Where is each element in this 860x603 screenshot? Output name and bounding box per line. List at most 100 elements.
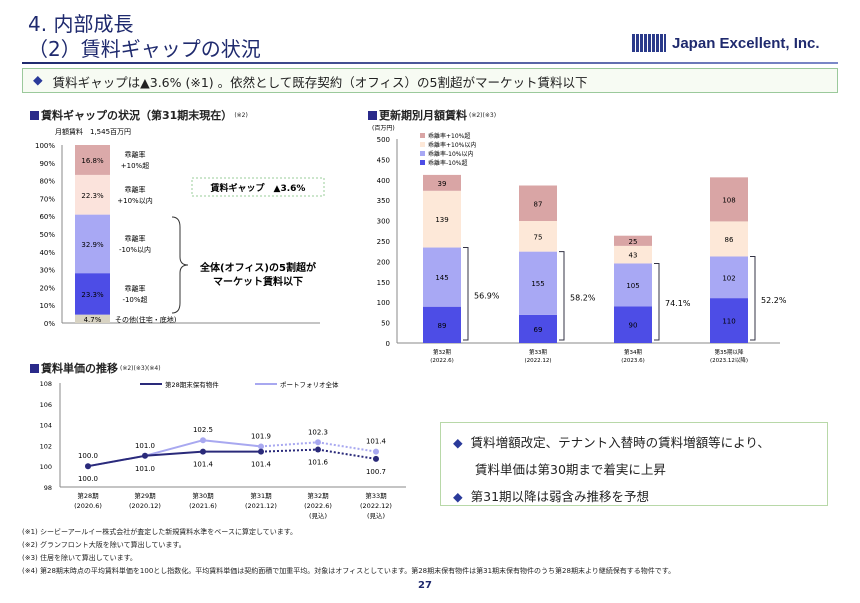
data-label: 101.0 [135,465,155,473]
x-tick-label: (2022.6) [304,502,332,510]
data-point [258,443,264,450]
legend-label: 乖離率+10%超 [428,132,470,140]
bar-segment [75,214,110,274]
gap-label: 賃料ギャップ ▲3.6% [210,182,306,194]
bar-segment [519,185,557,222]
segment-value-label: 16.8% [81,157,104,165]
brace-label-1: 全体(オフィス)の5割超が [199,261,317,274]
bar-segment [710,177,748,222]
footnotes: (※1) シービーアールイー株式会社が査定した新規賃料水準をベースに算定していま… [22,526,675,578]
summary-banner: ◆ 賃料ギャップは▲3.6% (※1) 。依然として既存契約（オフィス）の5割超が… [22,68,838,93]
segment-value-label: 4.7% [84,316,102,324]
y-tick-label: 400 [377,177,390,185]
y-tick-label: 0 [386,340,390,348]
bar-segment [519,251,557,315]
monthly-rent-label: 月額賃料 1,545百万円 [55,127,131,136]
legend-swatch [420,133,425,138]
y-tick-label: 150 [377,279,390,287]
page-number: 27 [418,580,432,591]
series-line [144,439,204,457]
renewal-rent-chart: (百万円) 0 50 100 150 200 250 300 350 400 450 500 乖離率+… [372,125,787,364]
legend-label: 第28期末保有物件 [165,380,219,389]
bar-segment [710,298,748,343]
segment-name-label: -10%超 [122,295,147,304]
bar-segment [75,145,110,175]
bar-value-label: 75 [534,233,543,241]
segment-name-label: +10%超 [121,161,149,170]
square-bullet-icon [30,363,39,373]
unit-label: (百万円) [372,125,395,132]
bar-segment [710,256,748,299]
logo-mark-icon [632,34,666,52]
data-label: 102.3 [308,428,328,436]
data-point [258,448,264,455]
left-chart-heading: 賃料ギャップの状況（第31期末現在） (※2) [30,107,248,123]
x-tick-label: 第34期 [624,348,642,356]
data-label: 101.4 [251,461,272,469]
legend-swatch [420,142,425,147]
y-tick-label: 108 [40,380,52,388]
data-label: 101.9 [251,432,271,440]
segment-name-label: 乖離率 [125,185,146,194]
rent-gap-chart: 月額賃料 1,545百万円 賃料ギャップ ▲3.6% 全体(オフィス)の5割超が… [35,127,325,328]
segment-name-label: 乖離率 [125,150,146,159]
data-label: 100.7 [366,468,386,476]
data-point [85,463,91,470]
bar-value-label: 90 [629,322,638,330]
bar-segment [614,263,652,307]
y-tick-label: 100 [40,463,52,471]
square-bullet-icon [30,110,39,120]
bar-value-label: 110 [722,318,735,326]
series-line [317,448,377,460]
x-tick-label: 第32期 [433,348,451,356]
series-line [260,448,319,453]
x-tick-label: (2023.12以降) [710,356,748,364]
bar-value-label: 139 [435,216,448,224]
segment-value-label: 32.9% [81,241,104,249]
footnote: (※2) グランフロント大阪を除いて算出しています。 [22,541,186,549]
bar-value-label: 69 [534,326,543,334]
series-line [317,441,377,453]
y-tick-label: 30% [39,267,55,275]
bar-segment [75,174,110,215]
y-tick-label: 0% [44,320,55,328]
brace [171,216,189,314]
bar-segment [614,306,652,343]
bar-segment [423,174,461,191]
bar-segment [423,190,461,248]
series-line [144,450,204,457]
x-tick-label: 第33期 [529,348,547,356]
below-market-bracket [750,256,756,341]
x-tick-label: (2021.6) [189,502,217,510]
segment-name-label: 乖離率 [125,284,146,293]
bar-segment [423,247,461,307]
x-tick-label: (2022.12) [524,358,551,364]
bar-value-label: 25 [629,238,638,246]
x-tick-label: 第30期 [192,491,214,500]
data-label: 101.0 [135,442,155,450]
x-tick-label: (2020.6) [74,502,102,510]
data-label: 101.4 [366,438,387,446]
footnote: (※4) 第28期末時点の平均賃料単価を100とし指数化。平均賃料単価は契約面積… [22,567,676,575]
y-tick-label: 80% [39,178,55,186]
legend-swatch [420,160,425,165]
y-tick-label: 50% [39,231,55,239]
gap-box [191,177,325,197]
legend-label: 乖離率-10%超 [428,159,468,167]
y-tick-label: 200 [377,258,390,266]
x-tick-label: 第28期 [77,491,99,500]
diamond-bullet-icon: ◆ [453,489,463,504]
commentary-box: ◆ 賃料増額改定、テナント入替時の賃料増額等により、 賃料単価は第30期まで着実に… [440,422,828,506]
y-tick-label: 20% [39,284,55,292]
header-divider [22,62,838,64]
series-line [260,441,319,448]
bar-segment [75,314,110,323]
heading-text: 更新期別月額賃料 [379,109,467,122]
bar-value-label: 89 [438,322,447,330]
bar-segment [614,235,652,246]
heading-text: 賃料単価の推移 [41,362,118,375]
x-tick-label: 第29期 [134,491,156,500]
data-point [373,448,379,455]
bar-value-label: 102 [722,274,735,282]
bar-value-label: 87 [534,200,543,208]
